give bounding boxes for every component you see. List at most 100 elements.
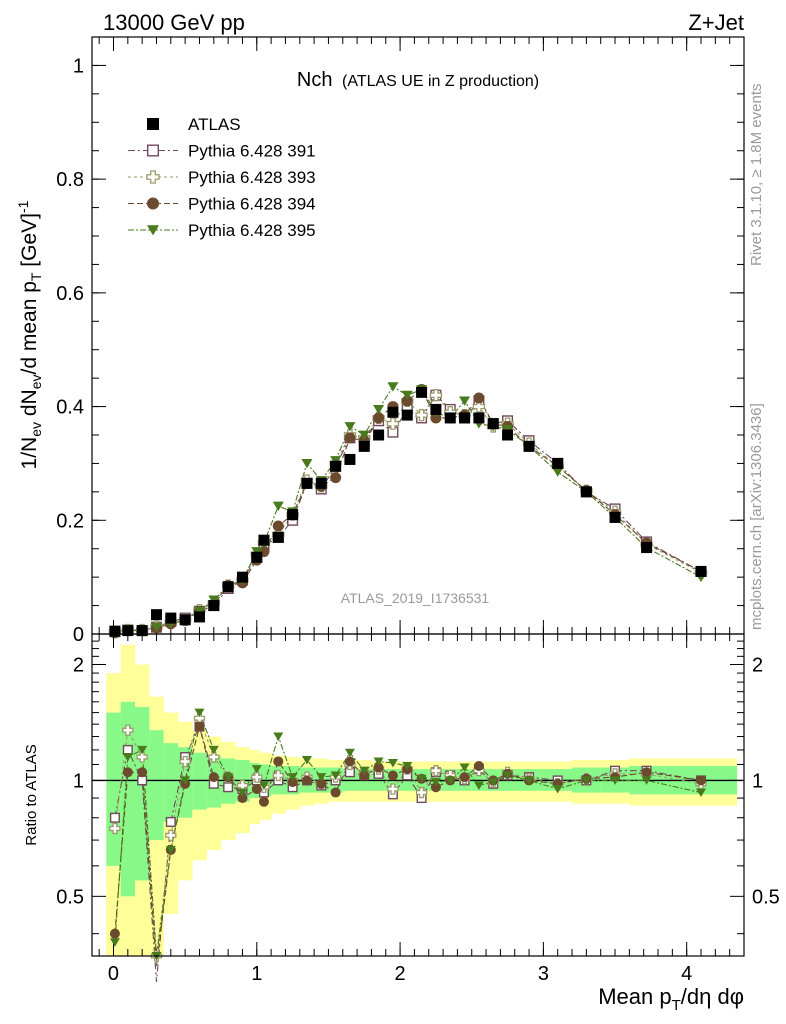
ratio-point-2-1 xyxy=(122,767,133,778)
ratio-point-1-7 xyxy=(208,751,220,763)
main-point-0-27 xyxy=(487,418,499,430)
main-point-0-9 xyxy=(236,571,248,583)
main-point-0-17 xyxy=(344,453,356,465)
main-axis-ticks: 0 0.2 0.4 0.6 0.8 1 xyxy=(56,36,744,646)
main-point-0-11 xyxy=(258,534,270,546)
legend-label-3: Pythia 6.428 394 xyxy=(188,195,316,214)
legend-label-2: Pythia 6.428 393 xyxy=(188,168,316,187)
main-point-0-23 xyxy=(430,403,442,415)
ratio-point-2-9 xyxy=(237,793,248,804)
rivet-label: Rivet 3.1.10, ≥ 1.8M events xyxy=(748,84,765,267)
ratio-point-1-20 xyxy=(387,783,399,795)
ratio-point-2-15 xyxy=(316,778,327,789)
main-point-0-21 xyxy=(401,409,413,421)
ratio-point-3-6 xyxy=(194,708,205,718)
ratio-point-3-12 xyxy=(273,732,284,742)
main-point-0-34 xyxy=(695,565,707,577)
ratio-ytick-label: 1 xyxy=(73,770,84,792)
ratio-axis-ticks: 0.5 0.5 1 1 2 2 0 1 2 3 4 xyxy=(56,634,780,985)
main-point-0-26 xyxy=(473,412,485,424)
ratio-point-3-19 xyxy=(373,757,384,766)
ratio-y-axis-label: Ratio to ATLAS xyxy=(23,744,40,845)
xlabel-a-sub: T xyxy=(672,997,681,1014)
xlabel-b: /dη dφ xyxy=(681,984,744,1009)
ratio-point-1-4 xyxy=(165,829,177,842)
ratio-point-2-13 xyxy=(287,777,298,788)
ratio-point-2-0 xyxy=(109,928,120,939)
main-point-2-20 xyxy=(386,417,400,430)
ratio-point-2-20 xyxy=(387,770,398,781)
ratio-point-2-34 xyxy=(696,775,707,786)
main-ylabel-a: 1/N xyxy=(18,437,41,470)
ratio-point-2-18 xyxy=(359,770,370,781)
main-point-0-28 xyxy=(502,429,514,441)
main-point-0-25 xyxy=(459,412,471,424)
ratio-point-3-24 xyxy=(445,776,456,785)
main-point-4-12 xyxy=(272,501,284,512)
main-point-2-26 xyxy=(472,400,486,413)
main-point-0-10 xyxy=(251,551,263,563)
main-point-3-19 xyxy=(373,412,385,424)
ratio-point-3-31 xyxy=(581,776,592,785)
main-point-0-22 xyxy=(416,386,428,398)
main-point-3-21 xyxy=(401,395,413,407)
ratio-point-2-6 xyxy=(194,721,205,732)
x-axis-label: Mean pT/dη dφ xyxy=(598,984,744,1014)
main-point-0-7 xyxy=(208,600,220,612)
ratio-point-2-12 xyxy=(273,756,284,767)
ratio-point-1-5 xyxy=(179,755,191,768)
ratio-point-3-30 xyxy=(552,784,563,794)
mcplots-label: mcplots.cern.ch [arXiv:1306.3436] xyxy=(748,403,765,630)
ratio-point-1-1 xyxy=(122,724,134,736)
main-point-4-18 xyxy=(358,430,370,440)
main-data-marks xyxy=(108,382,708,639)
main-panel: 0 0.2 0.4 0.6 0.8 1 Nch (ATLAS UE in Z produc… xyxy=(15,36,745,646)
main-point-0-6 xyxy=(193,611,205,623)
main-point-2-22 xyxy=(415,408,428,422)
legend-label-4: Pythia 6.428 395 xyxy=(188,221,316,240)
main-point-3-23 xyxy=(430,412,442,424)
ratio-point-3-9 xyxy=(237,788,248,798)
band-inner-3 xyxy=(149,730,164,841)
ratio-point-3-23 xyxy=(430,778,441,787)
header-process: Z+Jet xyxy=(688,10,744,35)
ratio-point-2-19 xyxy=(373,762,384,773)
ratio-point-3-4 xyxy=(165,845,176,855)
main-point-4-30 xyxy=(552,467,564,477)
main-point-4-25 xyxy=(459,396,471,406)
main-point-4-14 xyxy=(301,459,313,469)
ratio-ytick-label: 0.5 xyxy=(56,886,84,908)
legend-marker-3 xyxy=(147,197,159,210)
ratio-point-3-16 xyxy=(330,771,341,780)
ratio-point-3-11 xyxy=(258,781,269,791)
main-point-0-18 xyxy=(358,440,370,452)
legend-label-0: ATLAS xyxy=(188,115,241,134)
ratio-point-3-13 xyxy=(287,773,298,782)
ratio-ytick-label-right: 1 xyxy=(752,770,763,792)
band-inner-0 xyxy=(106,712,121,866)
ratio-point-3-33 xyxy=(641,776,652,785)
main-title-main: Nch xyxy=(297,69,333,91)
ratio-point-2-14 xyxy=(301,775,312,786)
ratio-point-1-22 xyxy=(415,786,428,799)
ratio-point-3-7 xyxy=(208,745,219,755)
main-point-0-5 xyxy=(179,614,191,626)
legend: ATLAS Pythia 6.428 391 Pythia 6.428 393 Pyt… xyxy=(128,115,316,240)
ratio-point-2-25 xyxy=(459,772,470,783)
main-ytick-label: 0 xyxy=(73,624,84,646)
main-ylabel-b-sub: ev xyxy=(28,374,44,389)
legend-label-1: Pythia 6.428 391 xyxy=(188,142,316,161)
main-point-0-3 xyxy=(150,609,162,621)
main-ylabel-d: [GeV] xyxy=(18,213,41,273)
main-point-4-17 xyxy=(344,422,356,432)
ratio-ytick-label: 2 xyxy=(73,654,84,676)
ratio-point-3-10 xyxy=(251,765,262,774)
ratio-point-3-28 xyxy=(502,771,513,780)
ratio-ytick-label-right: 0.5 xyxy=(752,886,780,908)
main-point-0-2 xyxy=(136,625,148,637)
band-inner-6 xyxy=(192,752,207,810)
ratio-panel-frame xyxy=(91,633,745,957)
main-ytick-label: 0.4 xyxy=(56,397,84,419)
main-point-3-17 xyxy=(344,432,356,444)
